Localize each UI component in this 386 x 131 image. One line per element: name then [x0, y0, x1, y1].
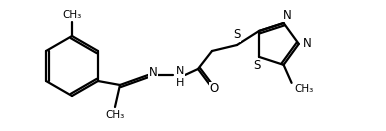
Text: N: N — [302, 37, 311, 50]
Text: S: S — [233, 29, 240, 42]
Text: CH₃: CH₃ — [105, 110, 125, 120]
Text: N: N — [149, 67, 157, 80]
Text: S: S — [253, 59, 261, 72]
Text: CH₃: CH₃ — [294, 84, 313, 94]
Text: N: N — [283, 9, 292, 21]
Text: CH₃: CH₃ — [63, 10, 81, 20]
Text: O: O — [209, 83, 218, 95]
Text: N
H: N H — [176, 66, 184, 88]
